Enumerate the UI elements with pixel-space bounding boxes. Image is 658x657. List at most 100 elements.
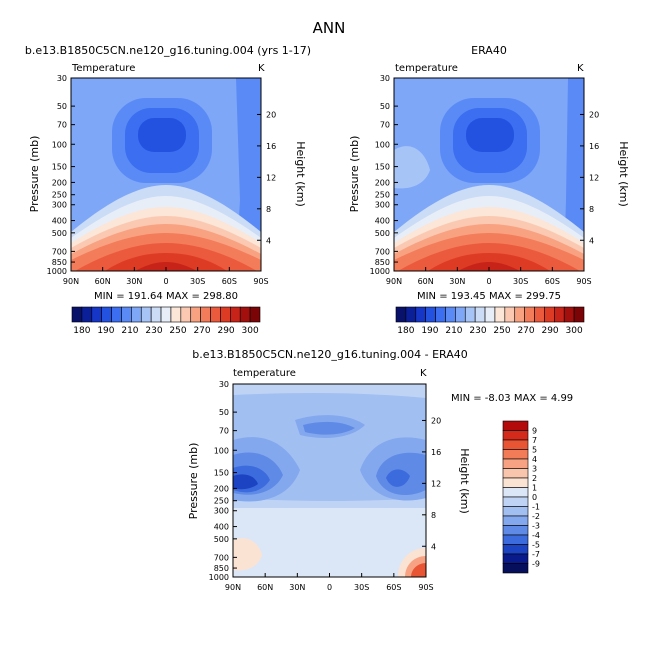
- contour-band: [394, 146, 430, 189]
- y-tick-label: 30: [57, 74, 67, 83]
- colorbar-swatch: [405, 306, 417, 323]
- y-tick-label: 30: [380, 74, 390, 83]
- y-axis-label: Pressure (mb): [187, 443, 200, 520]
- model-panel-title: b.e13.B1850C5CN.ne120_g16.tuning.004 (yr…: [25, 44, 311, 57]
- x-tick-label: 60N: [95, 277, 111, 286]
- y-tick-label: 150: [375, 163, 390, 172]
- difference-panel: b.e13.B1850C5CN.ne120_g16.tuning.004 - E…: [187, 348, 573, 592]
- y2-tick-label: 16: [266, 142, 276, 151]
- difference-panel-title: b.e13.B1850C5CN.ne120_g16.tuning.004 - E…: [192, 348, 467, 361]
- colorbar-swatch: [502, 544, 529, 555]
- colorbar-swatch: [425, 306, 436, 323]
- x-tick-label: 90N: [63, 277, 79, 286]
- colorbar-label: 250: [493, 326, 510, 336]
- colorbar-label: 180: [73, 326, 90, 336]
- colorbar-swatch: [180, 306, 192, 323]
- y-tick-label: 500: [52, 229, 67, 238]
- colorbar-swatch: [502, 420, 529, 431]
- y-tick-label: 200: [375, 178, 390, 187]
- colorbar-label: 230: [469, 326, 486, 336]
- model-contour-field: [71, 78, 261, 271]
- x-tick-label: 90N: [386, 277, 402, 286]
- contour-band: [303, 421, 355, 435]
- y-tick-label: 100: [52, 140, 67, 149]
- y-tick-label: 50: [219, 408, 229, 417]
- colorbar-label: 0: [532, 493, 537, 502]
- y-tick-label: 1000: [209, 573, 229, 582]
- y2-tick-label: 8: [266, 205, 271, 214]
- model-panel-subtitle: Temperature: [71, 63, 135, 74]
- contour-band: [233, 474, 258, 490]
- colorbar-swatch: [502, 506, 529, 517]
- colorbar-swatch: [160, 306, 172, 323]
- contour-band: [458, 262, 520, 271]
- colorbar-label: 2: [532, 474, 537, 483]
- y-tick-label: 400: [375, 217, 390, 226]
- y2-tick-label: 12: [431, 479, 441, 488]
- colorbar-swatch: [435, 306, 446, 323]
- colorbar-swatch: [474, 306, 486, 323]
- y-tick-label: 100: [375, 140, 390, 149]
- colorbar-swatch: [464, 306, 476, 323]
- y2-tick-label: 8: [589, 205, 594, 214]
- x-tick-label: 30N: [449, 277, 465, 286]
- colorbar-swatch: [230, 306, 241, 323]
- era40-colorbar: 180 190 210 230 250 270 290 300: [395, 306, 585, 336]
- colorbar-label: -9: [532, 560, 540, 569]
- y2-tick-label: 12: [589, 173, 599, 182]
- colorbar-swatch: [210, 306, 221, 323]
- colorbar-swatch: [249, 306, 261, 323]
- y2-tick-label: 4: [266, 236, 271, 245]
- x-tick-label: 90N: [225, 583, 241, 592]
- colorbar-swatch: [455, 306, 466, 323]
- colorbar-label: 4: [532, 455, 537, 464]
- colorbar-swatch: [524, 306, 535, 323]
- colorbar-label: 5: [532, 446, 537, 455]
- colorbar-label: 230: [145, 326, 162, 336]
- y-tick-label: 700: [52, 247, 67, 256]
- colorbar-swatch: [494, 306, 506, 323]
- era40-panel: ERA40 temperature K 90N 60N 30N 0 30S 60S 90S 3…: [348, 44, 630, 302]
- y2-tick-label: 16: [431, 448, 441, 457]
- y-tick-label: 250: [52, 191, 67, 200]
- colorbar-swatch: [502, 458, 529, 469]
- colorbar-swatch: [554, 306, 565, 323]
- colorbar-swatch: [502, 525, 529, 536]
- colorbar-swatch: [170, 306, 182, 323]
- x-tick-label: 30S: [190, 277, 205, 286]
- y-tick-label: 400: [214, 523, 229, 532]
- y-tick-label: 850: [214, 564, 229, 573]
- x-tick-label: 0: [163, 277, 168, 286]
- y-tick-label: 700: [375, 247, 390, 256]
- x-tick-label: 30S: [354, 583, 369, 592]
- x-tick-label: 90S: [418, 583, 433, 592]
- x-tick-label: 60S: [386, 583, 401, 592]
- y-tick-label: 30: [219, 380, 229, 389]
- colorbar-swatch: [502, 449, 529, 460]
- colorbar-swatch: [504, 306, 516, 323]
- y-tick-label: 850: [375, 258, 390, 267]
- y-tick-label: 500: [375, 229, 390, 238]
- y2-tick-label: 20: [431, 416, 441, 425]
- colorbar-swatch: [190, 306, 201, 323]
- y2-tick-label: 4: [431, 542, 436, 551]
- x-tick-label: 60N: [418, 277, 434, 286]
- y-axis-label: Pressure (mb): [28, 136, 41, 213]
- contour-band: [135, 262, 197, 271]
- x-tick-label: 30S: [513, 277, 528, 286]
- difference-contour-field: [233, 384, 426, 577]
- y-tick-label: 50: [380, 102, 390, 111]
- colorbar-swatch: [111, 306, 122, 323]
- colorbar-swatch: [502, 534, 529, 545]
- colorbar-label: -3: [532, 522, 540, 531]
- colorbar-swatch: [502, 515, 529, 526]
- colorbar-label: 3: [532, 465, 537, 474]
- y-tick-label: 250: [214, 497, 229, 506]
- y2-tick-label: 8: [431, 511, 436, 520]
- era40-contour-field: [394, 78, 584, 271]
- y2-axis-label: Height (km): [458, 448, 471, 514]
- y-tick-label: 250: [375, 191, 390, 200]
- y-tick-label: 200: [214, 484, 229, 493]
- colorbar-swatch: [395, 306, 407, 323]
